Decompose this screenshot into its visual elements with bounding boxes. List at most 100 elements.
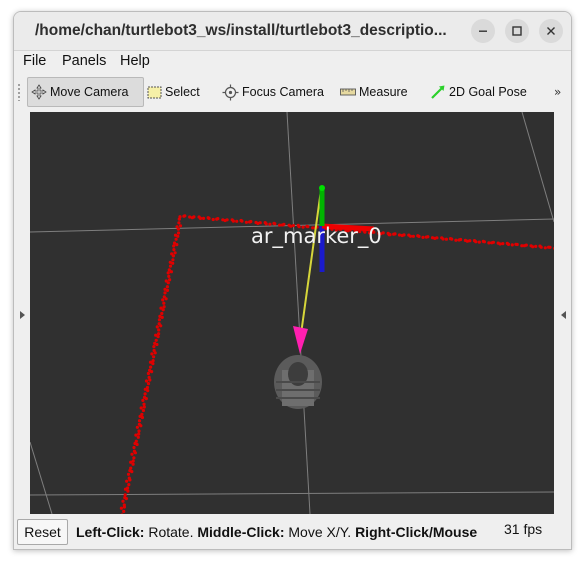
laser-point: [142, 405, 146, 409]
laser-point: [162, 301, 166, 305]
minimize-button[interactable]: [471, 19, 495, 43]
measure-icon: [340, 88, 356, 96]
laser-point: [137, 432, 141, 436]
laser-point: [168, 278, 172, 282]
laser-point: [162, 295, 166, 299]
laser-point: [147, 375, 151, 379]
laser-point: [367, 231, 372, 235]
laser-point: [131, 459, 135, 463]
laser-point: [408, 234, 413, 238]
laser-point: [129, 466, 133, 470]
laser-point: [163, 287, 167, 291]
menu-bar: File Panels Help: [14, 51, 571, 72]
laser-point: [119, 506, 123, 510]
laser-point: [397, 233, 402, 237]
menu-panels[interactable]: Panels: [62, 53, 107, 69]
laser-point: [435, 236, 439, 240]
laser-point: [142, 395, 147, 399]
laser-point: [162, 305, 166, 309]
select-tool[interactable]: Select: [147, 77, 200, 107]
left-dock-collapse-handle[interactable]: [14, 115, 30, 515]
laser-point: [139, 406, 143, 410]
laser-point: [122, 509, 126, 513]
mouse-hint-text: Left-Click: Rotate. Middle-Click: Move X…: [76, 524, 477, 540]
laser-point: [131, 462, 135, 466]
laser-point: [146, 389, 150, 393]
focus-camera-tool[interactable]: Focus Camera: [222, 77, 324, 107]
laser-point: [465, 239, 469, 243]
laser-point: [244, 220, 248, 224]
laser-point: [151, 359, 155, 363]
laser-point: [273, 222, 277, 226]
title-bar[interactable]: /home/chan/turtlebot3_ws/install/turtleb…: [14, 12, 571, 51]
laser-point: [167, 268, 171, 272]
goal-pose-tool[interactable]: 2D Goal Pose: [430, 77, 527, 107]
laser-point: [120, 513, 124, 514]
ar-marker-label: ar_marker_0: [251, 224, 382, 248]
middle-click-action: Move X/Y.: [284, 524, 356, 540]
laser-point: [289, 224, 293, 228]
laser-point: [122, 503, 126, 507]
measure-tool[interactable]: Measure: [340, 77, 408, 107]
laser-point: [148, 368, 152, 372]
focus-camera-icon: [222, 84, 239, 100]
laser-point: [192, 215, 196, 219]
laser-point: [264, 222, 268, 226]
laser-point: [474, 240, 478, 244]
laser-scan-points: [119, 214, 554, 514]
toolbar-overflow-button[interactable]: »: [554, 85, 562, 99]
laser-point: [163, 291, 167, 295]
laser-point: [126, 472, 131, 476]
laser-point: [172, 248, 176, 252]
laser-point: [140, 412, 144, 416]
move-camera-tool[interactable]: Move Camera: [27, 77, 144, 107]
right-dock-collapse-handle[interactable]: [555, 115, 571, 515]
laser-point: [520, 244, 524, 248]
laser-point: [141, 408, 145, 413]
laser-point: [143, 387, 147, 391]
laser-point: [510, 243, 514, 247]
menu-file[interactable]: File: [23, 53, 47, 69]
goal-pose-label: 2D Goal Pose: [449, 85, 527, 99]
reset-button[interactable]: Reset: [17, 519, 68, 545]
laser-point: [145, 385, 150, 390]
laser-point: [388, 233, 392, 237]
laser-point: [121, 499, 125, 503]
status-bar: Reset Left-Click: Rotate. Middle-Click: …: [14, 515, 571, 549]
chevron-right-icon: [19, 311, 25, 319]
laser-point: [168, 264, 173, 268]
laser-point: [268, 222, 272, 226]
laser-point: [151, 362, 155, 366]
laser-point: [171, 258, 175, 262]
laser-point: [128, 469, 132, 473]
right-click-key: Right-Click/Mouse: [355, 524, 478, 540]
menu-help[interactable]: Help: [120, 53, 150, 69]
laser-point: [235, 219, 239, 223]
laser-point: [211, 217, 215, 222]
laser-point: [426, 235, 430, 239]
laser-point: [402, 233, 406, 237]
toolbar-grip-handle[interactable]: [17, 83, 21, 101]
3d-render-viewport[interactable]: ar_marker_0: [30, 112, 554, 514]
laser-point: [137, 422, 141, 426]
laser-point: [161, 298, 165, 302]
laser-point: [132, 456, 136, 460]
scene-canvas: [30, 112, 554, 514]
laser-point: [127, 483, 131, 487]
minimize-icon: [479, 30, 487, 32]
laser-point: [157, 322, 161, 326]
laser-point: [174, 237, 178, 241]
laser-point: [240, 219, 244, 223]
laser-point: [477, 240, 481, 244]
measure-label: Measure: [359, 85, 408, 99]
laser-point: [173, 233, 178, 237]
maximize-button[interactable]: [505, 19, 529, 43]
laser-point: [158, 314, 162, 318]
laser-point: [225, 218, 229, 222]
close-button[interactable]: [539, 19, 563, 43]
laser-point: [177, 217, 181, 221]
laser-point: [130, 452, 134, 456]
laser-point: [539, 245, 543, 249]
laser-point: [168, 260, 172, 264]
laser-point: [152, 345, 156, 349]
